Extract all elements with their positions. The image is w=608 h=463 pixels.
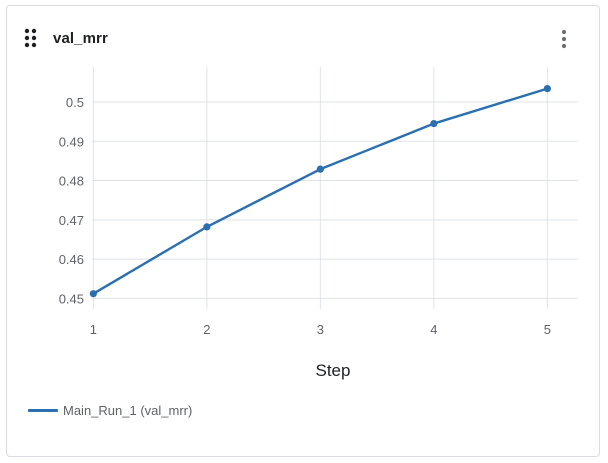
panel-title: val_mrr [53,30,108,47]
y-tick-label: 0.48 [59,174,84,189]
y-tick-label: 0.46 [59,252,84,267]
more-vertical-icon[interactable] [554,27,574,51]
x-tick-label: 2 [203,322,210,337]
x-tick-label: 4 [430,322,437,337]
x-tick-labels: 1 2 3 4 5 [90,322,551,337]
legend-item[interactable]: Main_Run_1 (val_mrr) [28,400,192,420]
data-point [430,119,438,128]
data-point [316,165,324,173]
drag-dots-icon[interactable] [23,27,39,49]
x-axis-title: Step [316,361,351,380]
chart-panel [6,5,600,457]
y-tick-labels: 0.45 0.46 0.47 0.48 0.49 0.5 [59,95,84,306]
legend-swatch [28,408,58,412]
y-tick-label: 0.5 [66,95,84,110]
data-point [203,223,211,231]
x-tick-label: 5 [544,322,551,337]
y-tick-label: 0.45 [59,291,84,306]
x-grid-lines [92,67,548,309]
y-tick-label: 0.49 [59,134,84,149]
data-point [89,290,97,298]
series-points [89,85,551,298]
y-tick-label: 0.47 [59,213,84,228]
x-tick-label: 3 [317,322,324,337]
legend-label: Main_Run_1 (val_mrr) [63,402,193,418]
y-grid-lines [92,101,578,299]
x-tick-label: 1 [90,322,97,337]
data-point [543,85,551,93]
